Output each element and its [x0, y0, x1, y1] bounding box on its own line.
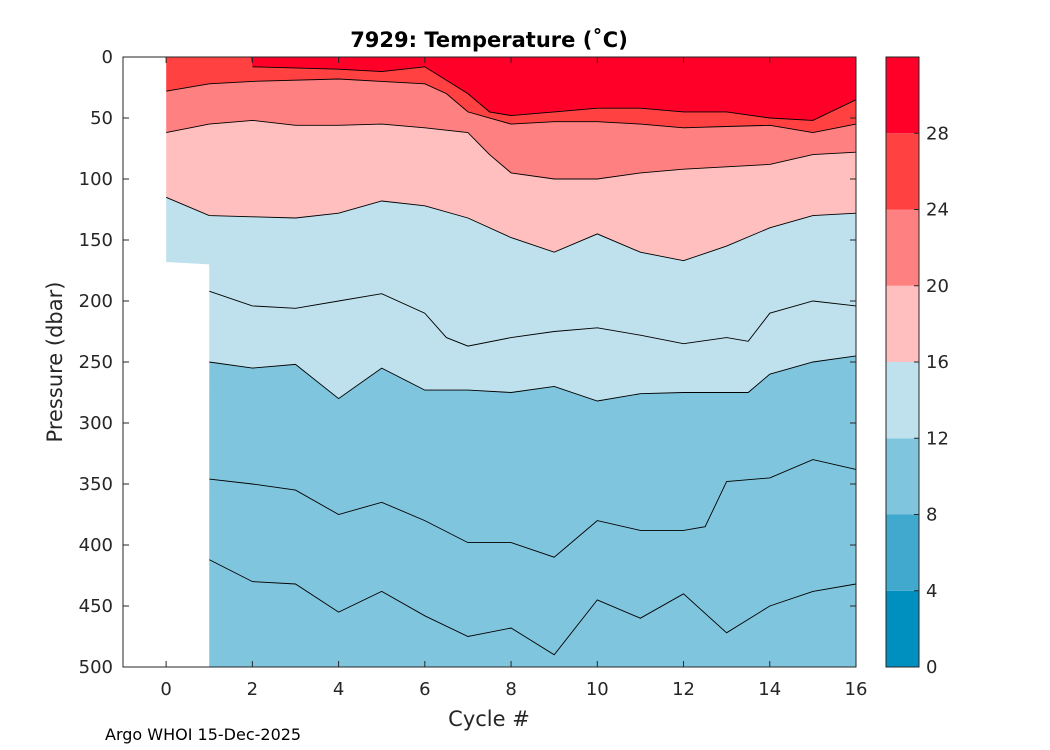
- footer-credit: Argo WHOI 15-Dec-2025: [105, 725, 302, 744]
- colorbar-tick-label: 24: [926, 200, 949, 221]
- x-tick-label: 16: [845, 679, 868, 700]
- contour-band: [166, 459, 856, 667]
- x-tick-label: 12: [672, 679, 695, 700]
- colorbar-swatch: [886, 590, 919, 667]
- y-tick-label: 100: [79, 169, 113, 190]
- contour-band: [166, 120, 856, 261]
- colorbar-swatch: [886, 209, 919, 286]
- x-axis: 0 2 4 6 8 10 12 14 16: [160, 57, 867, 700]
- contour-band: [166, 291, 856, 667]
- y-tick-label: 350: [79, 474, 113, 495]
- colorbar-swatch: [886, 362, 919, 439]
- x-tick-label: 4: [333, 679, 344, 700]
- colorbar-tick-label: 8: [926, 505, 937, 526]
- x-tick-label: 6: [419, 679, 430, 700]
- chart-title: 7929: Temperature (˚C): [350, 28, 628, 52]
- isotherm-line: [165, 196, 856, 262]
- x-tick-label: 14: [758, 679, 781, 700]
- colorbar-tick-label: 28: [926, 123, 949, 144]
- colorbar-tick-label: 4: [926, 581, 937, 602]
- x-tick-label: 2: [247, 679, 258, 700]
- y-tick-label: 400: [79, 535, 113, 556]
- y-tick-label: 500: [79, 657, 113, 678]
- y-tick-label: 150: [79, 230, 113, 251]
- isotherm-line: [166, 119, 856, 180]
- contour-band: [166, 79, 856, 179]
- y-axis: 0 50 100 150 200 250 300 350 400 450 500: [79, 47, 856, 678]
- y-tick-label: 450: [79, 596, 113, 617]
- y-tick-label: 250: [79, 352, 113, 373]
- colorbar-tick-label: 20: [926, 276, 949, 297]
- contour-band: [166, 57, 856, 121]
- colorbar-tick-label: 16: [926, 352, 949, 373]
- isotherm-line: [209, 355, 856, 402]
- contour-band: [166, 355, 856, 667]
- isotherm-line: [209, 290, 856, 347]
- y-tick-label: 0: [102, 47, 113, 68]
- y-tick-label: 200: [79, 291, 113, 312]
- y-tick-label: 50: [90, 108, 113, 129]
- plot-area: [123, 57, 856, 667]
- contour-band: [166, 559, 856, 667]
- y-tick-label: 300: [79, 413, 113, 434]
- isotherm-line: [208, 559, 856, 656]
- colorbar-tick-label: 12: [926, 428, 949, 449]
- colorbar-tick-label: 0: [926, 657, 937, 678]
- colorbar-swatch: [886, 514, 919, 591]
- contour-band: [166, 197, 856, 667]
- isotherm-line: [166, 78, 856, 134]
- colorbar-swatch: [886, 133, 919, 210]
- contour-band: [166, 57, 856, 133]
- x-tick-label: 10: [586, 679, 609, 700]
- x-tick-label: 0: [160, 679, 171, 700]
- colorbar-swatch: [886, 285, 919, 362]
- isotherm-line: [252, 66, 856, 121]
- colorbar-swatch: [886, 57, 919, 134]
- no-data-region: [123, 57, 210, 667]
- colorbar-swatch: [886, 438, 919, 515]
- x-axis-label: Cycle #: [448, 707, 530, 731]
- colorbar: 0 4 8 12 16 20 24 28: [885, 56, 949, 678]
- isotherm-line: [209, 459, 856, 558]
- x-tick-label: 8: [505, 679, 516, 700]
- y-axis-label: Pressure (dbar): [43, 282, 67, 443]
